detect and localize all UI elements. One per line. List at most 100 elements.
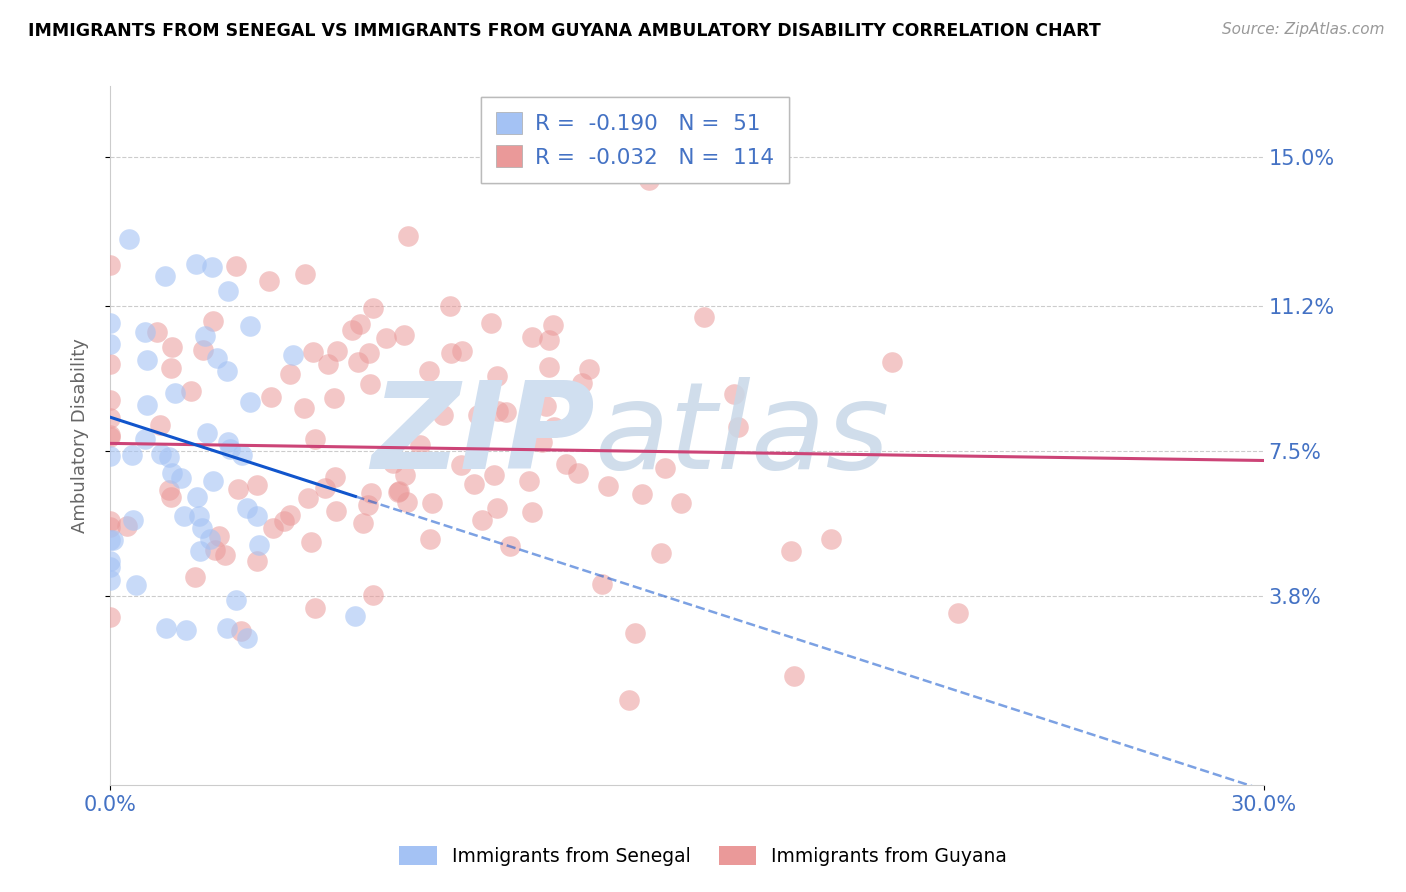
- Point: [98, 450, 121, 464]
- Point: [155, 269, 177, 284]
- Point: [101, 533, 124, 548]
- Point: [231, 448, 253, 462]
- Point: [591, 577, 613, 591]
- Point: [323, 470, 346, 484]
- Point: [297, 491, 319, 505]
- Point: [882, 355, 904, 369]
- Y-axis label: Ambulatory Disability: Ambulatory Disability: [72, 338, 89, 533]
- Point: [440, 346, 463, 360]
- Point: [160, 466, 183, 480]
- Point: [202, 314, 225, 328]
- Point: [316, 357, 339, 371]
- Point: [190, 543, 212, 558]
- Point: [125, 578, 148, 592]
- Point: [226, 482, 249, 496]
- Point: [207, 529, 229, 543]
- Point: [180, 384, 202, 398]
- Point: [340, 323, 363, 337]
- Point: [326, 344, 349, 359]
- Point: [463, 477, 485, 491]
- Point: [467, 408, 489, 422]
- Point: [278, 508, 301, 523]
- Point: [344, 608, 367, 623]
- Point: [617, 693, 640, 707]
- Point: [98, 316, 121, 330]
- Point: [538, 359, 561, 374]
- Point: [485, 500, 508, 515]
- Point: [246, 508, 269, 523]
- Point: [375, 331, 398, 345]
- Text: IMMIGRANTS FROM SENEGAL VS IMMIGRANTS FROM GUYANA AMBULATORY DISABILITY CORRELAT: IMMIGRANTS FROM SENEGAL VS IMMIGRANTS FR…: [28, 22, 1101, 40]
- Point: [219, 442, 242, 457]
- Point: [235, 632, 257, 646]
- Point: [357, 346, 380, 360]
- Point: [121, 448, 143, 462]
- Point: [820, 533, 842, 547]
- Point: [157, 450, 180, 464]
- Point: [155, 621, 177, 635]
- Point: [346, 354, 368, 368]
- Point: [294, 268, 316, 282]
- Point: [304, 601, 326, 615]
- Point: [292, 401, 315, 415]
- Point: [187, 508, 209, 523]
- Point: [98, 573, 121, 587]
- Point: [723, 387, 745, 401]
- Point: [257, 274, 280, 288]
- Point: [531, 435, 554, 450]
- Legend: Immigrants from Senegal, Immigrants from Guyana: Immigrants from Senegal, Immigrants from…: [392, 838, 1014, 873]
- Point: [225, 259, 247, 273]
- Point: [571, 376, 593, 391]
- Point: [273, 514, 295, 528]
- Point: [359, 376, 381, 391]
- Point: [567, 466, 589, 480]
- Point: [450, 458, 472, 473]
- Point: [157, 483, 180, 497]
- Point: [98, 560, 121, 574]
- Point: [578, 362, 600, 376]
- Point: [246, 554, 269, 568]
- Point: [98, 337, 121, 351]
- Point: [541, 318, 564, 333]
- Point: [538, 334, 561, 348]
- Point: [217, 364, 239, 378]
- Point: [205, 351, 228, 366]
- Point: [134, 325, 156, 339]
- Point: [543, 419, 565, 434]
- Point: [638, 173, 661, 187]
- Point: [394, 468, 416, 483]
- Point: [98, 533, 121, 548]
- Point: [204, 543, 226, 558]
- Point: [98, 427, 121, 442]
- Point: [357, 498, 380, 512]
- Point: [160, 361, 183, 376]
- Point: [596, 479, 619, 493]
- Point: [174, 623, 197, 637]
- Point: [624, 625, 647, 640]
- Point: [783, 669, 806, 683]
- Point: [517, 474, 540, 488]
- Point: [671, 496, 693, 510]
- Point: [520, 329, 543, 343]
- Point: [201, 260, 224, 274]
- Point: [409, 438, 432, 452]
- Point: [98, 411, 121, 425]
- Point: [225, 592, 247, 607]
- Point: [486, 368, 509, 383]
- Point: [325, 504, 347, 518]
- Point: [202, 474, 225, 488]
- Point: [392, 328, 415, 343]
- Point: [98, 610, 121, 624]
- Point: [150, 447, 173, 461]
- Point: [159, 490, 181, 504]
- Point: [191, 343, 214, 358]
- Point: [184, 257, 207, 271]
- Point: [98, 520, 121, 534]
- Point: [98, 430, 121, 444]
- Point: [650, 546, 672, 560]
- Point: [495, 405, 517, 419]
- Point: [314, 481, 336, 495]
- Point: [214, 549, 236, 563]
- Point: [173, 509, 195, 524]
- Point: [98, 258, 121, 272]
